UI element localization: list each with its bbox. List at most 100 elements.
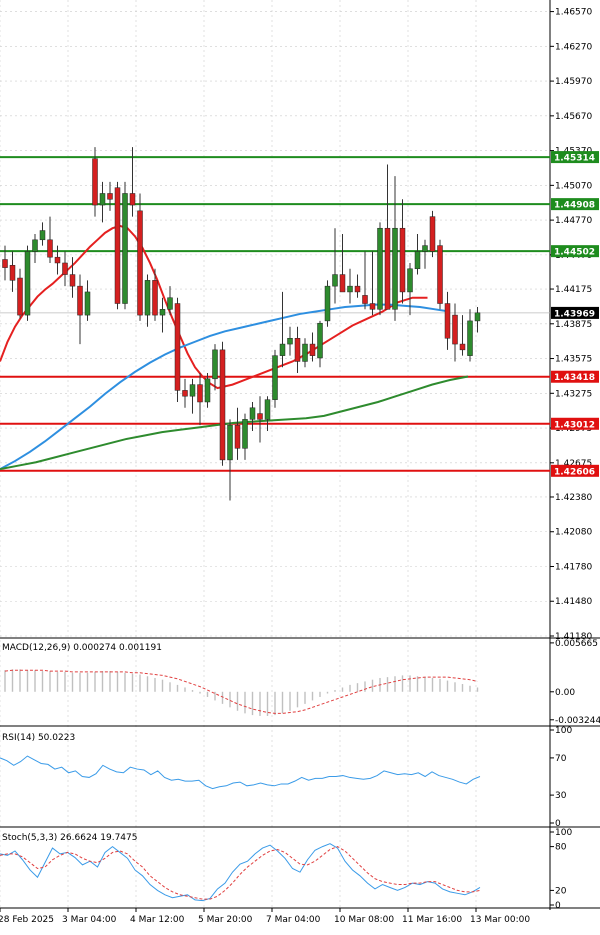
candle-down [234, 424, 241, 449]
rsi-y-tick-label: 70 [555, 754, 567, 764]
y-tick-label: 1.42675 [555, 459, 592, 469]
x-tick-label: 3 Mar 04:00 [62, 915, 117, 925]
stoch-y-tick-label: 100 [555, 828, 572, 838]
candle-up [414, 251, 421, 270]
rsi-line [0, 755, 481, 790]
macd-y-tick-label: 0.005665 [555, 639, 598, 649]
macd-panel: MACD(12,26,9) 0.000274 0.001191 0.005665… [0, 639, 600, 727]
support-level-tag [551, 464, 599, 477]
candle-down [114, 187, 121, 304]
candle-down [294, 338, 301, 362]
candle-down [309, 343, 316, 356]
rsi-panel: RSI(14) 50.0223 100 70 30 0 [0, 726, 600, 829]
candle-up [242, 419, 248, 449]
candle-up [249, 407, 256, 420]
stoch-signal-line [0, 846, 481, 900]
y-tick-label: 1.42080 [555, 528, 592, 538]
candle-up [287, 338, 293, 345]
y-tick-label: 1.43875 [555, 320, 592, 330]
candle-down [219, 349, 226, 461]
rsi-y-tick-label: 0 [555, 819, 561, 829]
candle-up [302, 343, 308, 362]
macd-signal-line [4, 669, 478, 714]
stoch-y-tick-label: 20 [555, 886, 567, 896]
ema-slow-line [0, 375, 469, 471]
candle-up [272, 355, 278, 400]
candle-up [122, 193, 128, 304]
candle-up [407, 268, 413, 293]
candle-up [227, 424, 233, 461]
candle-down [437, 245, 443, 304]
candle-down [369, 303, 376, 310]
resistance-level-tag [551, 198, 599, 211]
candle-down [182, 390, 188, 397]
candle-up [39, 230, 46, 241]
candle-down [354, 285, 361, 293]
y-tick-label: 1.41180 [555, 632, 592, 642]
candle-down [2, 259, 8, 268]
support-level-label: 1.42606 [554, 467, 595, 477]
macd-y-tick-label: 0.00 [555, 688, 575, 698]
support-level-label: 1.43012 [554, 420, 595, 430]
y-tick-label: 1.41780 [555, 562, 592, 572]
candle-down [459, 343, 466, 351]
candle-down [62, 262, 68, 275]
candle-down [257, 413, 263, 420]
candle-up [347, 285, 353, 293]
candle-up [264, 399, 271, 420]
candle-up [474, 312, 481, 322]
candle-down [152, 280, 158, 316]
stoch-y-tick-label: 80 [555, 843, 567, 853]
stoch-title: Stoch(5,3,3) 26.6624 19.7475 [2, 833, 137, 843]
resistance-level-label: 1.45314 [554, 154, 595, 164]
candle-down [384, 227, 391, 310]
candle-down [429, 216, 436, 252]
price-panel: 1.465701.462701.459701.456701.453701.450… [0, 0, 600, 910]
macd-title: MACD(12,26,9) 0.000274 0.001191 [2, 643, 162, 653]
candle-up [377, 227, 383, 310]
candle-up [159, 309, 166, 316]
candle-down [197, 384, 203, 403]
y-tick-label: 1.45970 [555, 77, 592, 87]
candle-up [204, 378, 211, 403]
candle-up [324, 285, 331, 322]
candle-up [32, 239, 38, 252]
x-tick-label: 5 Mar 20:00 [198, 915, 253, 925]
candle-down [92, 158, 98, 206]
candle-up [279, 343, 286, 356]
resistance-level-tag [551, 151, 599, 164]
candle-down [174, 303, 181, 391]
macd-y-tick-label: -0.003244 [555, 716, 600, 726]
x-tick-label: 7 Mar 04:00 [266, 915, 321, 925]
candle-down [47, 239, 53, 258]
support-level-tag [551, 370, 599, 383]
candle-down [54, 256, 61, 264]
rsi-y-tick-label: 100 [555, 726, 572, 736]
resistance-level-label: 1.44908 [554, 201, 595, 211]
current-price-label: 1.43969 [554, 309, 595, 319]
resistance-level-label: 1.44502 [554, 248, 595, 258]
y-tick-label: 1.46270 [555, 42, 592, 52]
y-tick-label: 1.42380 [555, 493, 592, 503]
candle-up [167, 297, 173, 310]
y-tick-label: 1.43575 [555, 355, 592, 365]
rsi-title: RSI(14) 50.0223 [2, 733, 75, 743]
candle-down [137, 210, 143, 316]
support-level-tag [551, 417, 599, 430]
candle-down [77, 285, 83, 316]
candle-up [144, 280, 151, 316]
candle-up [422, 245, 428, 252]
candle-up [99, 193, 106, 206]
y-tick-label: 1.45670 [555, 112, 592, 122]
candle-up [392, 227, 398, 310]
candle-down [69, 274, 76, 287]
time-axis: 28 Feb 2025 3 Mar 04:00 4 Mar 12:00 5 Mar 2… [0, 908, 530, 925]
candle-up [332, 274, 338, 287]
candle-down [129, 193, 136, 206]
candle-down [339, 274, 346, 293]
x-tick-label: 10 Mar 08:00 [334, 915, 394, 925]
candle-up [189, 384, 196, 397]
candle-up [212, 349, 218, 380]
